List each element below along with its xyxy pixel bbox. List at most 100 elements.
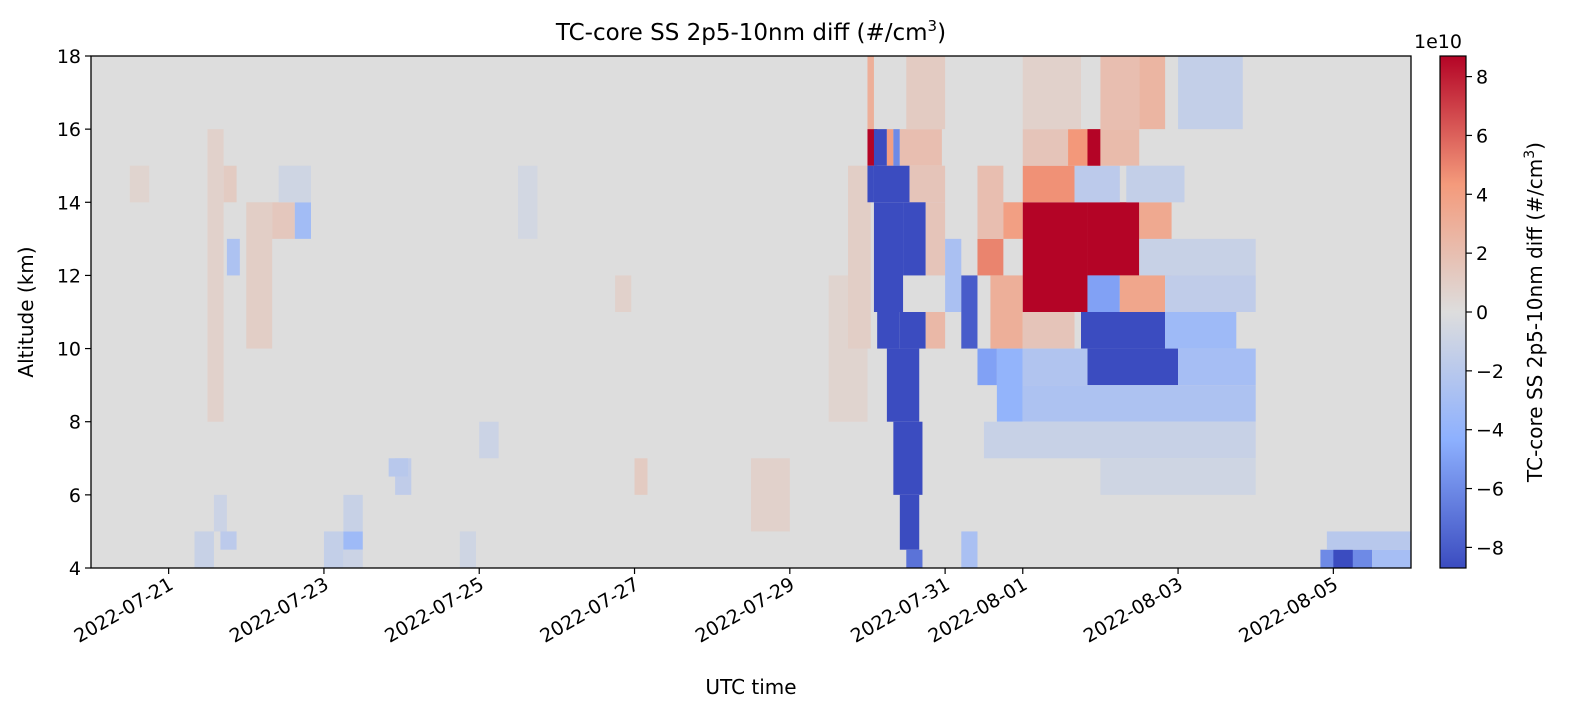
heatmap-cell (1100, 458, 1256, 495)
heatmap-cell (194, 531, 214, 568)
heatmap-cell (867, 129, 878, 166)
heatmap-cell (1022, 165, 1075, 203)
heatmap-cell (1087, 348, 1179, 386)
heatmap-cell (459, 531, 476, 568)
x-axis-label: UTC time (705, 675, 796, 699)
x-tick-label: 2022-07-27 (536, 573, 643, 647)
heatmap-cell (867, 165, 874, 203)
heatmap-cell (220, 531, 237, 550)
heatmap-cell (751, 458, 790, 532)
heatmap-cell (899, 494, 920, 550)
heatmap-cell (1022, 56, 1081, 130)
heatmap-cell (977, 238, 1004, 276)
heatmap-cell (1087, 202, 1140, 276)
x-tick-label: 2022-08-05 (1235, 573, 1342, 647)
heatmap-cell (343, 549, 363, 568)
heatmap-cell (1178, 348, 1256, 386)
heatmap-cell (906, 549, 923, 568)
heatmap-cell (909, 165, 946, 203)
heatmap-cell (877, 312, 900, 349)
heatmap-cell (1100, 56, 1140, 130)
heatmap-cell (129, 165, 150, 203)
heatmap-cell (223, 165, 237, 203)
colorbar-tick-label: 0 (1476, 302, 1488, 324)
colorbar-tick-label: 8 (1476, 67, 1488, 89)
heatmap-cell (961, 531, 978, 568)
heatmap-cell (996, 348, 1023, 422)
y-tick-label: 12 (57, 265, 81, 287)
colorbar-label: TC-core SS 2p5-10nm diff (#/cm3) (1522, 142, 1547, 483)
heatmap-cell (272, 202, 295, 239)
heatmap-cell (1022, 202, 1088, 312)
colorbar-tick-label: −4 (1476, 420, 1504, 442)
colorbar-tick-label: −2 (1476, 361, 1504, 383)
heatmap-cell (1178, 56, 1243, 130)
x-tick-label: 2022-07-25 (381, 573, 488, 647)
heatmap-cell (945, 238, 962, 312)
heatmap-cell (1022, 312, 1075, 349)
heatmap-cell (983, 421, 1256, 459)
heatmap-cell (903, 202, 926, 276)
heatmap-cell (899, 312, 926, 349)
colorbar-ticks: 8 6 4 2 0 −2 −4 −6 −8 (1466, 67, 1504, 559)
x-tick-label: 2022-07-21 (71, 573, 178, 647)
heatmap-cell (1126, 165, 1185, 203)
heatmap-cell (207, 129, 224, 422)
heatmap-cell (518, 165, 538, 239)
heatmap-cell (615, 275, 632, 312)
heatmap-cell (1087, 275, 1120, 312)
y-tick-label: 8 (69, 412, 81, 434)
colorbar-tick-label: 6 (1476, 125, 1488, 147)
heatmap-cell (388, 458, 409, 477)
heatmap-cell (906, 56, 946, 130)
y-axis: 4 6 8 10 12 14 16 18 (57, 46, 91, 580)
heatmap-cell (961, 275, 978, 349)
plot-frame (90, 55, 1412, 569)
heatmap-cell (1139, 238, 1256, 276)
heatmap-cell (893, 129, 900, 166)
y-axis-label: Altitude (km) (14, 246, 38, 377)
colorbar-tick-label: 4 (1476, 184, 1488, 206)
heatmap-cell (1165, 312, 1237, 349)
heatmap-cell (848, 165, 871, 349)
x-axis: 2022-07-21 2022-07-23 2022-07-25 2022-07-27… (71, 568, 1342, 648)
heatmap-cell (1326, 531, 1411, 550)
colorbar-offset-text: 1e10 (1414, 31, 1462, 53)
colorbar-tick-label: −6 (1476, 479, 1504, 501)
heatmap-cell (1022, 129, 1069, 166)
heatmap-cell (294, 202, 311, 239)
y-tick-label: 18 (57, 46, 81, 68)
heatmap-cell (899, 129, 942, 166)
heatmap-cell (343, 531, 363, 550)
heatmap-cell (873, 165, 910, 203)
heatmap-cell (1022, 385, 1256, 422)
colorbar-tick-label: 2 (1476, 243, 1488, 265)
y-tick-label: 10 (57, 339, 81, 361)
heatmap-cell (1139, 56, 1166, 130)
heatmap-cell (1074, 165, 1120, 203)
y-tick-label: 6 (69, 485, 81, 507)
heatmap-cell (873, 202, 904, 312)
colorbar-tick-label: −8 (1476, 537, 1504, 559)
heatmap-cell (1022, 348, 1088, 386)
heatmap-cell (977, 348, 997, 386)
heatmap-cell (1333, 549, 1353, 568)
heatmap-cell (886, 129, 894, 166)
heatmap-cells (129, 56, 1411, 568)
heatmap-cell (1081, 312, 1166, 349)
x-tick-label: 2022-08-03 (1080, 573, 1187, 647)
heatmap-cell (343, 494, 363, 532)
heatmap-cell (246, 202, 273, 349)
y-tick-label: 4 (69, 558, 81, 580)
heatmap-cell (873, 129, 887, 166)
heatmap-cell (1372, 549, 1411, 568)
heatmap-cell (634, 458, 648, 495)
chart-title: TC-core SS 2p5-10nm diff (#/cm3) (555, 17, 946, 46)
heatmap-cell (867, 56, 874, 130)
heatmap-cell (977, 165, 1004, 239)
colorbar (1439, 55, 1467, 569)
heatmap-cell (323, 531, 344, 568)
heatmap-cell (226, 238, 240, 276)
x-tick-label: 2022-07-23 (226, 573, 333, 647)
